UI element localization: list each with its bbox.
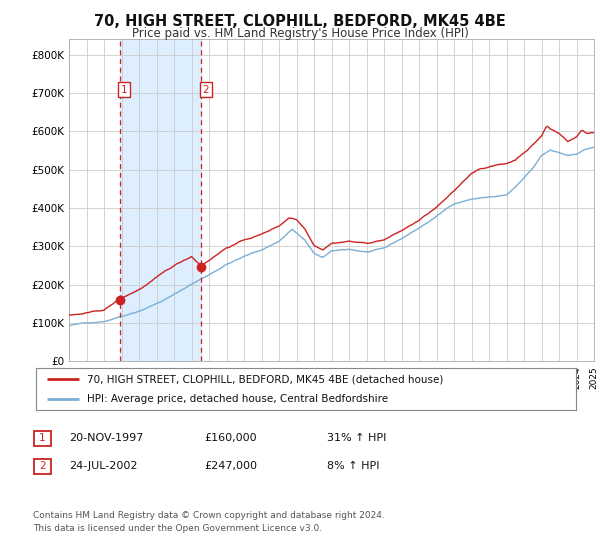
Text: 1: 1 — [39, 433, 46, 444]
Text: Price paid vs. HM Land Registry's House Price Index (HPI): Price paid vs. HM Land Registry's House … — [131, 27, 469, 40]
Text: £247,000: £247,000 — [204, 461, 257, 471]
Text: £160,000: £160,000 — [204, 433, 257, 443]
Text: 31% ↑ HPI: 31% ↑ HPI — [327, 433, 386, 443]
Text: Contains HM Land Registry data © Crown copyright and database right 2024.: Contains HM Land Registry data © Crown c… — [33, 511, 385, 520]
Text: 2: 2 — [39, 461, 46, 472]
Text: 24-JUL-2002: 24-JUL-2002 — [69, 461, 137, 471]
Text: 70, HIGH STREET, CLOPHILL, BEDFORD, MK45 4BE (detached house): 70, HIGH STREET, CLOPHILL, BEDFORD, MK45… — [88, 374, 443, 384]
Bar — [119, 39, 201, 361]
Text: This data is licensed under the Open Government Licence v3.0.: This data is licensed under the Open Gov… — [33, 524, 322, 533]
Text: 2: 2 — [203, 85, 209, 95]
Text: 20-NOV-1997: 20-NOV-1997 — [69, 433, 143, 443]
Text: HPI: Average price, detached house, Central Bedfordshire: HPI: Average price, detached house, Cent… — [88, 394, 388, 404]
Text: 8% ↑ HPI: 8% ↑ HPI — [327, 461, 380, 471]
Text: 70, HIGH STREET, CLOPHILL, BEDFORD, MK45 4BE: 70, HIGH STREET, CLOPHILL, BEDFORD, MK45… — [94, 14, 506, 29]
Text: 1: 1 — [121, 85, 128, 95]
